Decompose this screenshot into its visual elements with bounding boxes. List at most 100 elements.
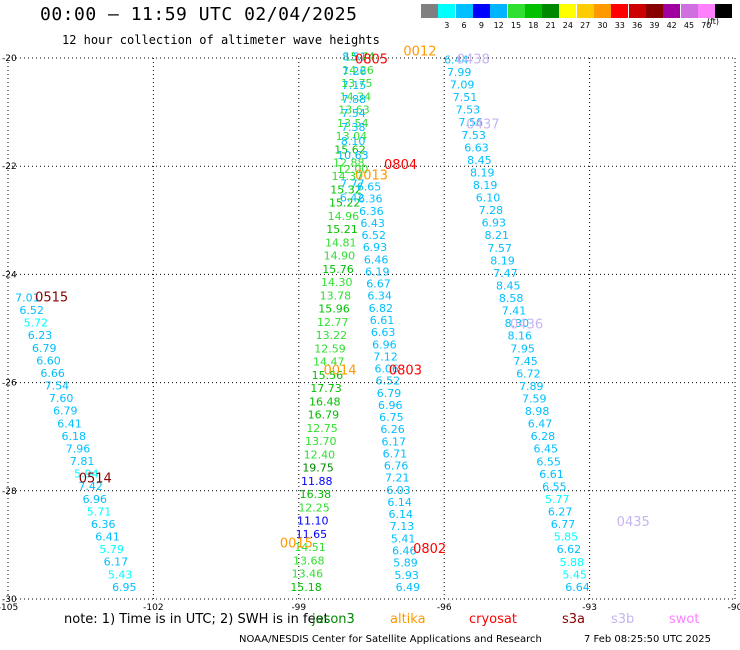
- wave-height-value: 6.19: [365, 265, 390, 278]
- lat-tick-label: -22: [2, 162, 17, 172]
- lon-tick-label: -90: [728, 603, 740, 613]
- wave-height-value: 6.52: [376, 375, 401, 388]
- colorbar-swatch: [697, 4, 715, 18]
- wave-height-value: 6.36: [358, 193, 383, 206]
- wave-height-value: 7.95: [510, 342, 535, 355]
- wave-height-value: 7.96: [66, 442, 91, 455]
- legend-altika: altika: [390, 612, 426, 627]
- pass-time-label: 0012: [403, 44, 436, 59]
- map-tick-labels: -105 -102 -99 -96 -93 -90 -20 -22 -24 -26 -28 -30: [0, 54, 740, 613]
- wave-height-value: 6.52: [362, 229, 387, 242]
- wave-height-value: 14.30: [321, 276, 353, 289]
- wave-height-value: 6.17: [104, 556, 129, 569]
- wave-height-value: 11.10: [297, 515, 329, 528]
- pass-time-label: 0438: [457, 52, 490, 67]
- colorbar-label: 12: [493, 21, 504, 30]
- wave-height-value: 8.19: [490, 254, 515, 267]
- wave-height-value: 8.51: [342, 51, 367, 64]
- wave-height-value: 14.96: [328, 210, 360, 223]
- lon-tick-label: -96: [437, 603, 452, 613]
- colorbar-label: 27: [580, 21, 591, 30]
- wave-height-value: 6.41: [95, 531, 120, 544]
- colorbar-swatch: [611, 4, 629, 18]
- colorbar-swatch: [680, 4, 698, 18]
- pass-time-label: 0514: [79, 472, 112, 487]
- wave-height-value: 15.18: [290, 581, 322, 594]
- colorbar-label: 36: [632, 21, 643, 30]
- colorbar-swatch: [438, 4, 456, 18]
- chart-title: 00:00 – 11:59 UTC 02/04/2025: [40, 4, 358, 25]
- wave-height-value: 8.19: [473, 179, 498, 192]
- wave-height-value: 6.60: [36, 354, 61, 367]
- wave-height-value: 17.73: [310, 382, 342, 395]
- wave-height-value: 6.34: [367, 290, 392, 303]
- colorbar-swatch: [628, 4, 646, 18]
- wave-height-value: 5.88: [559, 556, 584, 569]
- wave-height-value: 5.41: [391, 532, 416, 545]
- wave-height-value: 6.55: [536, 455, 561, 468]
- track-altika: 6.656.366.366.436.526.936.466.196.676.34…: [357, 181, 420, 594]
- wave-height-value: 5.77: [545, 493, 570, 506]
- wave-height-value: 6.46: [392, 544, 417, 557]
- wave-height-value: 6.49: [396, 581, 421, 594]
- wave-height-value: 15.62: [334, 143, 366, 156]
- wave-height-value: 6.03: [386, 484, 411, 497]
- pass-time-label: 0015: [280, 537, 313, 552]
- lat-tick-label: -26: [2, 379, 17, 389]
- wave-height-value: 6.61: [370, 314, 395, 327]
- wave-height-value: 11.88: [301, 475, 333, 488]
- wave-height-value: 7.81: [70, 455, 95, 468]
- wave-height-value: 12.25: [298, 501, 330, 514]
- pass-time-label: 0802: [413, 542, 446, 557]
- pass-time-label: 0435: [617, 515, 650, 530]
- wave-height-value: 6.79: [53, 405, 78, 418]
- legend-swot: swot: [669, 612, 700, 627]
- wave-height-value: 15.96: [318, 303, 350, 316]
- wave-height-value: 7.13: [390, 520, 415, 533]
- wave-height-value: 7.12: [373, 350, 398, 363]
- wave-height-value: 12.40: [304, 448, 336, 461]
- wave-height-value: 14.26: [342, 64, 374, 77]
- wave-height-value: 6.63: [371, 326, 396, 339]
- colorbar-swatch: [576, 4, 594, 18]
- colorbar-unit: (ft): [707, 17, 720, 26]
- lon-tick-label: -93: [582, 603, 597, 613]
- colorbar-label: 15: [510, 21, 522, 30]
- wave-height-value: 13.54: [337, 117, 369, 130]
- wave-height-value: 7.51: [453, 91, 478, 104]
- pass-time-label: 0805: [355, 52, 388, 67]
- wave-height-value: 6.77: [551, 518, 576, 531]
- satellite-tracks: 15.7414.2613.7514.3413.6313.5413.0415.62…: [15, 51, 590, 594]
- colorbar-swatch: [715, 4, 733, 18]
- wave-height-value: 6.36: [359, 205, 384, 218]
- colorbar-swatch: [663, 4, 681, 18]
- wave-height-value: 13.70: [305, 435, 337, 448]
- colorbar-swatch: [490, 4, 508, 18]
- wave-height-value: 7.45: [513, 355, 538, 368]
- lat-tick-label: -28: [2, 487, 17, 497]
- wave-height-value: 6.61: [539, 468, 564, 481]
- wave-height-value: 7.54: [341, 107, 366, 120]
- wave-height-value: 5.89: [393, 557, 418, 570]
- wave-height-value: 15.21: [326, 223, 358, 236]
- wave-height-value: 8.45: [496, 279, 521, 292]
- wave-height-value: 8.98: [525, 405, 550, 418]
- colorbar-label: 70: [701, 21, 712, 30]
- wave-height-value: 12.75: [306, 422, 338, 435]
- wave-height-value: 6.64: [565, 581, 590, 594]
- wave-height-value: 15.22: [329, 197, 361, 210]
- wave-height-value: 7.89: [519, 380, 544, 393]
- wave-height-value: 15.76: [322, 263, 354, 276]
- wave-height-value: 5.43: [108, 568, 133, 581]
- wave-height-value: 6.75: [379, 411, 404, 424]
- footnote: note: 1) Time is in UTC; 2) SWH is in fe…: [64, 612, 329, 627]
- wave-height-value: 16.38: [300, 488, 332, 501]
- wave-height-value: 14.34: [340, 90, 372, 103]
- legend-s3b: s3b: [611, 612, 635, 627]
- wave-height-value: 6.72: [516, 367, 541, 380]
- lat-tick-label: -20: [2, 54, 17, 64]
- colorbar-swatch: [472, 4, 490, 18]
- wave-height-value: 10.63: [337, 149, 369, 162]
- wave-height-value: 8.10: [341, 135, 366, 148]
